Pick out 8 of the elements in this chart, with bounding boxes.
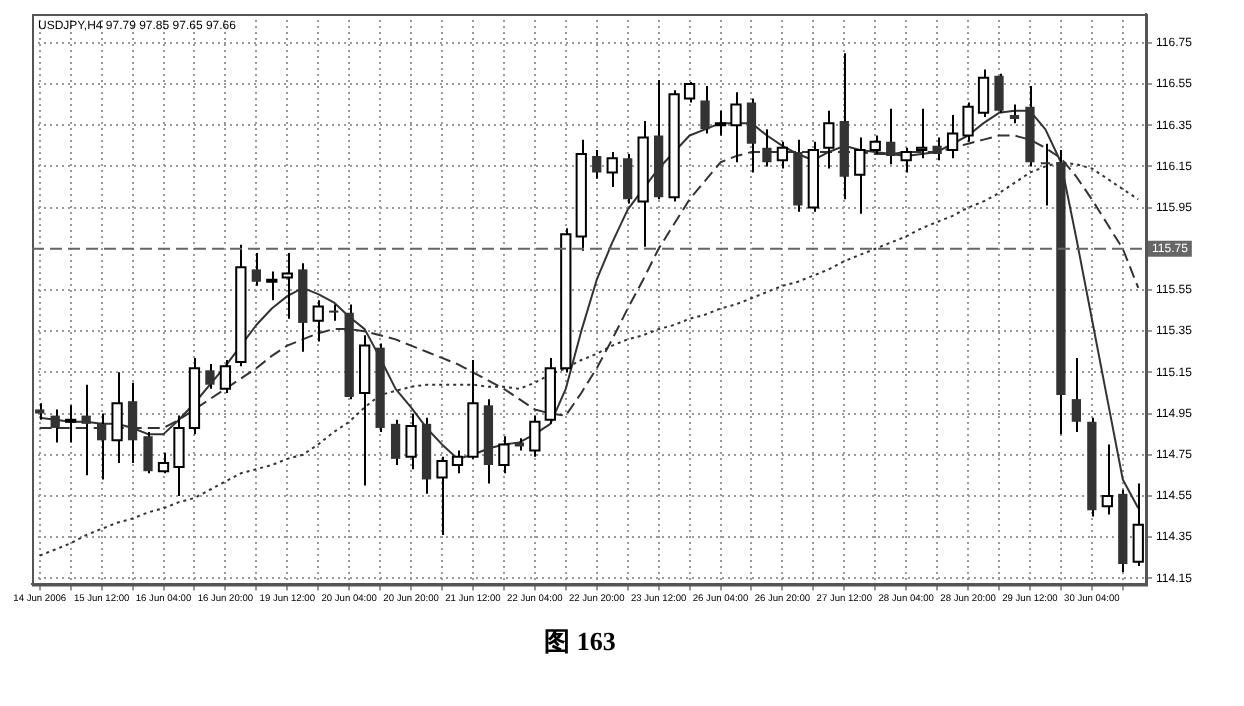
candlestick bbox=[251, 251, 261, 287]
candlestick bbox=[329, 303, 339, 322]
caption: 图 163 bbox=[542, 624, 618, 660]
candlestick bbox=[1071, 356, 1082, 434]
candlestick bbox=[390, 418, 401, 467]
candlestick bbox=[623, 153, 633, 205]
candlestick bbox=[592, 148, 602, 180]
candlestick bbox=[205, 363, 215, 390]
